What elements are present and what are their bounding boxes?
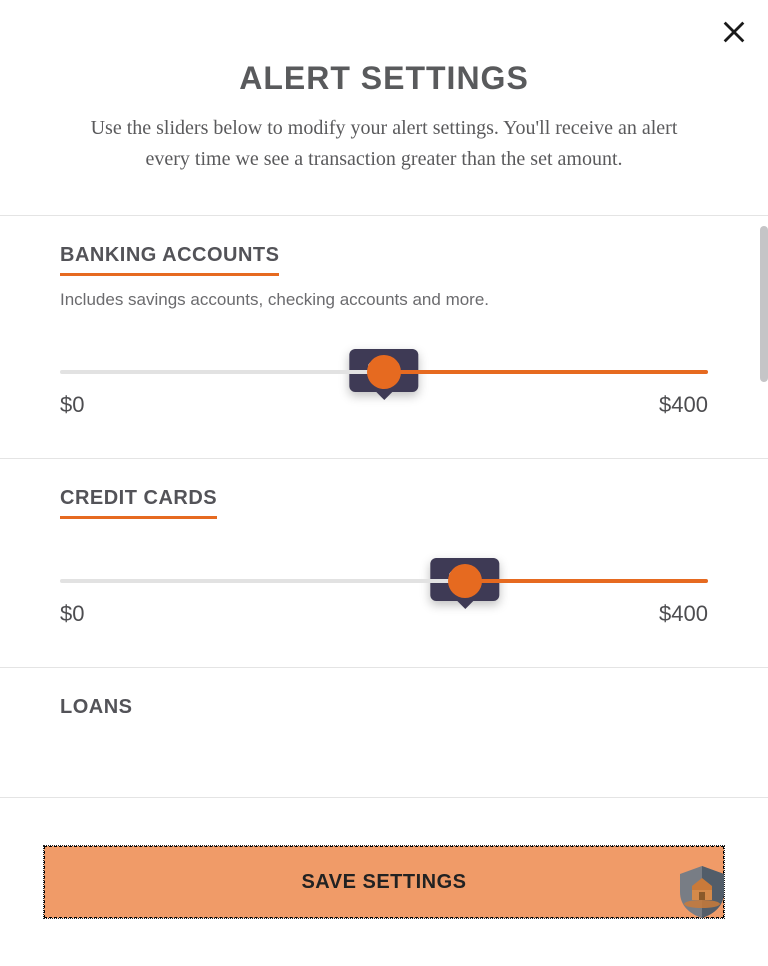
section-desc-banking: Includes savings accounts, checking acco… (60, 290, 708, 310)
scrollbar-thumb[interactable] (760, 226, 768, 382)
section-loans: LOANS (0, 667, 768, 735)
section-title-credit: CREDIT CARDS (60, 487, 217, 519)
slider-min-label: $0 (60, 601, 84, 627)
slider-thumb[interactable] (448, 564, 482, 598)
slider-credit[interactable]: 250 $0 $400 (60, 579, 708, 627)
page-subtitle: Use the sliders below to modify your ale… (84, 113, 684, 175)
page-title: ALERT SETTINGS (50, 60, 718, 97)
slider-max-label: $400 (659, 601, 708, 627)
slider-banking[interactable]: 200 $0 $400 (60, 370, 708, 418)
slider-track[interactable] (60, 370, 708, 374)
slider-max-label: $400 (659, 392, 708, 418)
footer: SAVE SETTINGS (0, 797, 768, 966)
section-title-banking: BANKING ACCOUNTS (60, 244, 279, 276)
slider-fill (465, 579, 708, 583)
section-banking: BANKING ACCOUNTS Includes savings accoun… (0, 215, 768, 458)
security-badge-icon (672, 862, 732, 922)
slider-thumb[interactable] (367, 355, 401, 389)
section-credit: CREDIT CARDS 250 $0 $400 (0, 458, 768, 667)
slider-track[interactable] (60, 579, 708, 583)
close-button[interactable] (720, 18, 748, 46)
save-settings-button[interactable]: SAVE SETTINGS (44, 846, 724, 918)
section-title-loans: LOANS (60, 696, 133, 725)
slider-min-label: $0 (60, 392, 84, 418)
close-icon (720, 18, 748, 46)
slider-fill (384, 370, 708, 374)
